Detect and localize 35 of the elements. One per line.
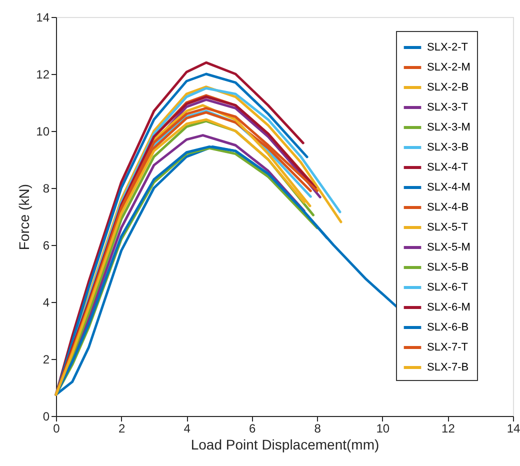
y-tick-label: 12 [36,68,50,82]
legend-label: SLX-6-B [427,322,469,334]
y-tick-label: 10 [36,124,50,138]
x-axis-title: Load Point Displacement(mm) [190,436,380,452]
y-tick-label: 0 [42,410,50,424]
legend-label: SLX-4-B [427,202,469,214]
legend-label: SLX-3-B [427,142,469,154]
legend-label: SLX-7-B [427,362,469,374]
legend-label: SLX-4-M [427,182,470,194]
legend-label: SLX-5-T [427,222,468,234]
legend-label: SLX-4-T [427,162,468,174]
y-tick-label: 2 [42,352,50,366]
x-tick-label: 10 [376,422,390,436]
y-tick-label: 6 [42,238,50,252]
legend-label: SLX-2-T [427,42,468,54]
x-tick-label: 6 [249,422,256,436]
legend-label: SLX-3-T [427,102,468,114]
legend-label: SLX-3-M [427,122,470,134]
x-tick-label: 4 [184,422,191,436]
x-tick-label: 8 [314,422,322,436]
legend-label: SLX-5-M [427,242,470,254]
x-tick-label: 2 [118,422,126,436]
x-tick-label: 12 [442,422,456,436]
x-tick-label: 14 [506,422,520,436]
legend-label: SLX-5-B [427,262,469,274]
y-tick-label: 14 [36,10,50,24]
legend-label: SLX-2-M [427,62,470,74]
legend-label: SLX-6-T [427,282,468,294]
legend-label: SLX-2-B [427,82,469,94]
y-axis-title: Force (kN) [16,184,32,250]
y-tick-label: 8 [42,182,50,196]
legend-label: SLX-6-M [427,302,470,314]
x-tick-label: 0 [53,422,60,436]
y-tick-label: 4 [42,296,50,310]
legend-label: SLX-7-T [427,342,468,354]
